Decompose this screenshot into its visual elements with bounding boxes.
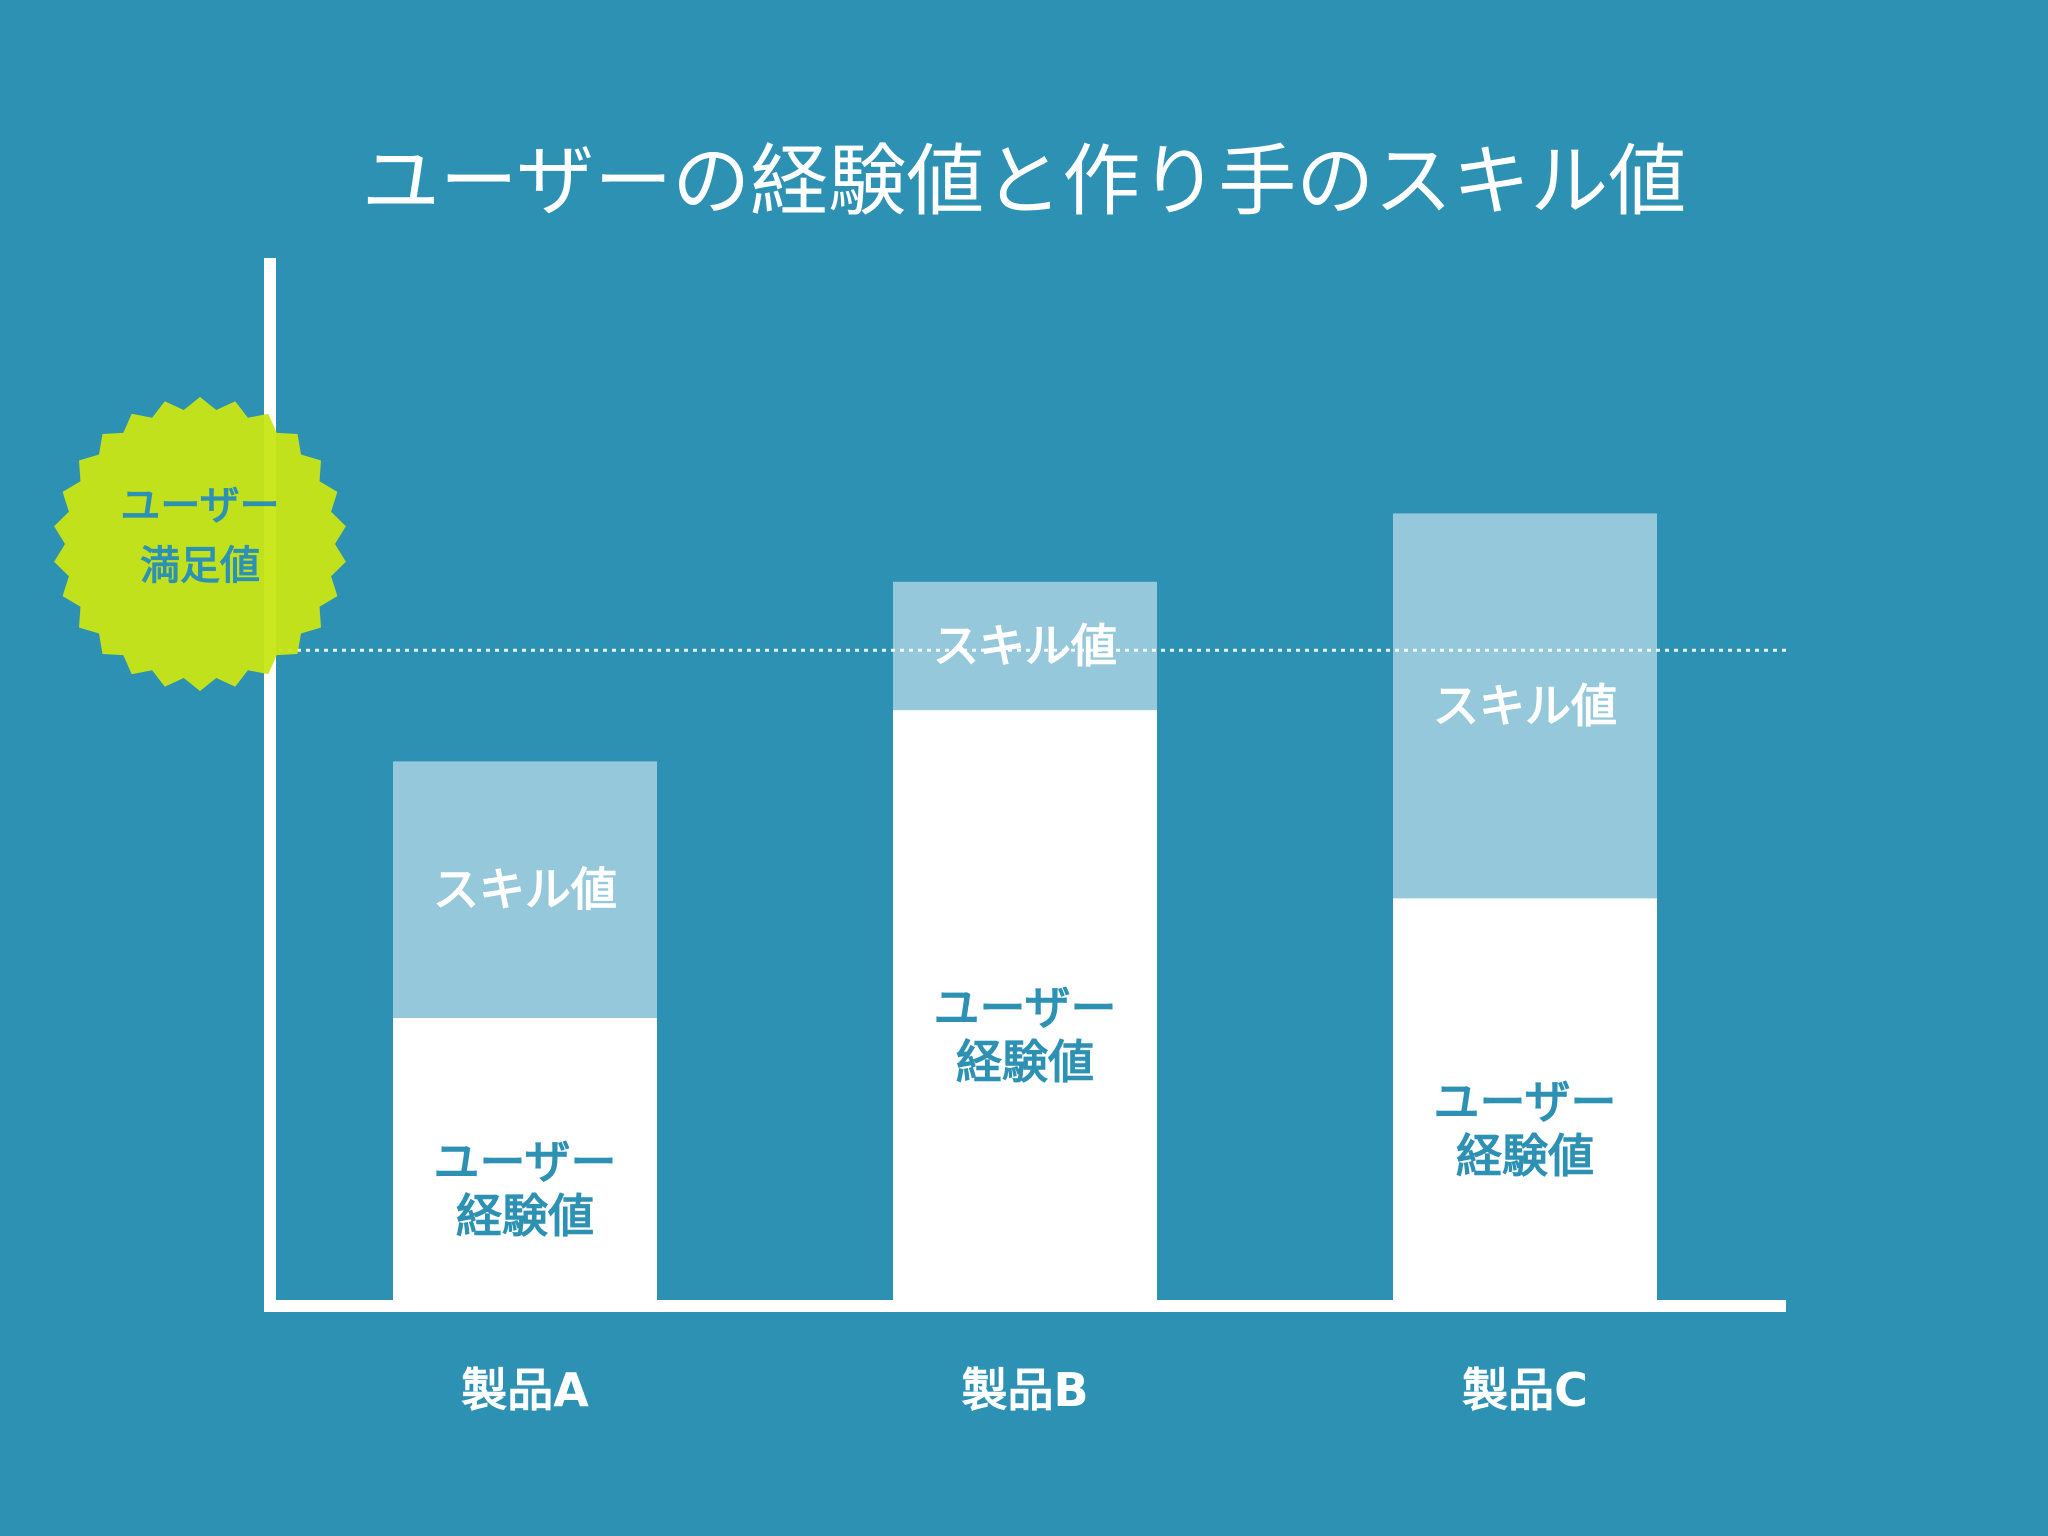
bar-skill-b bbox=[893, 581, 1157, 711]
badge-label-line-2: 満足値 bbox=[140, 543, 260, 589]
skill-label-a-line-1: スキル値 bbox=[433, 863, 617, 917]
category-label-b: 製品B bbox=[961, 1363, 1088, 1417]
experience-label-b-line-1: ユーザー bbox=[933, 981, 1116, 1035]
badge-label-line-1: ユーザー bbox=[120, 483, 279, 529]
category-labels: 製品A 製品B 製品C bbox=[461, 1363, 1588, 1417]
category-label-c: 製品C bbox=[1462, 1363, 1588, 1417]
category-label-a: 製品A bbox=[461, 1363, 589, 1417]
bar-experience-a bbox=[393, 1017, 657, 1300]
badge-starburst bbox=[54, 397, 346, 691]
experience-label-c-line-1: ユーザー bbox=[1433, 1075, 1616, 1129]
bar-experience-b bbox=[893, 710, 1157, 1300]
experience-label-a-line-2: 経験値 bbox=[456, 1189, 594, 1243]
experience-label-c-line-2: 経験値 bbox=[1456, 1129, 1594, 1183]
experience-label-a-line-1: ユーザー bbox=[433, 1135, 616, 1189]
bar-skill-a bbox=[393, 761, 657, 1018]
skill-label-b-line-1: スキル値 bbox=[933, 619, 1117, 673]
chart-title: ユーザーの経験値と作り手のスキル値 bbox=[362, 137, 1686, 227]
bar-experience-c bbox=[1393, 898, 1657, 1300]
bar-skill-c bbox=[1393, 513, 1657, 899]
experience-label-b-line-2: 経験値 bbox=[956, 1035, 1094, 1089]
skill-label-c-line-1: スキル値 bbox=[1433, 679, 1617, 733]
